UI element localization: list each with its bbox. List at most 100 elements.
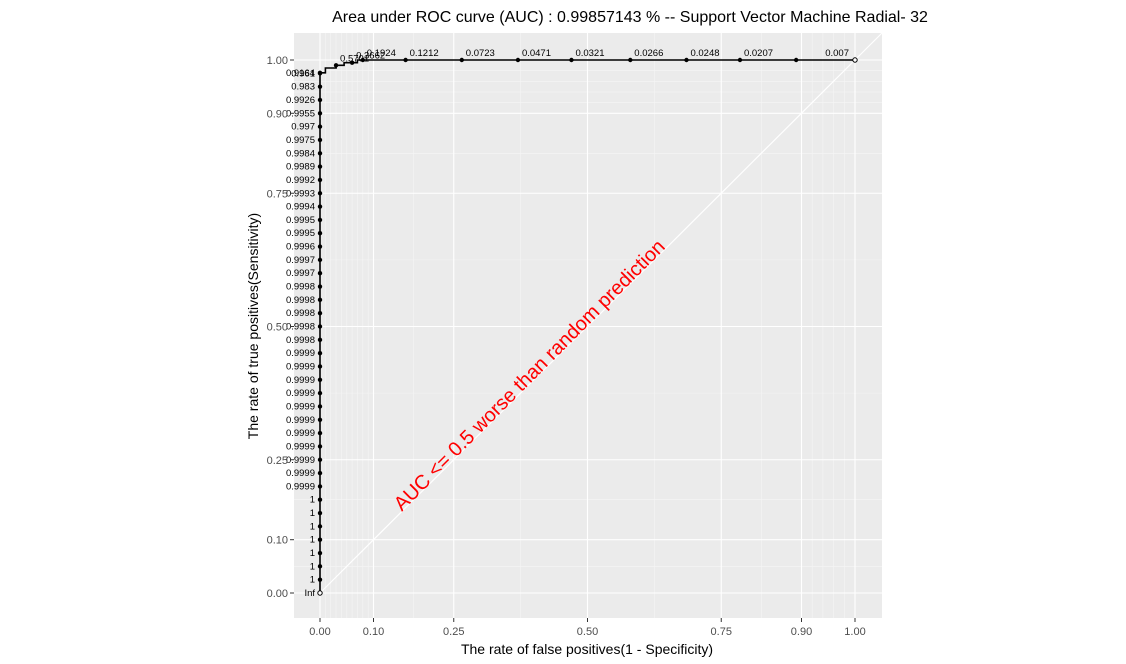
roc-point-label: 1 [310, 575, 315, 586]
chart-title: Area under ROC curve (AUC) : 0.99857143 … [332, 9, 928, 26]
roc-point-label: 0.9999 [286, 481, 315, 492]
roc-point [403, 57, 408, 63]
x-tick-label: 0.25 [443, 626, 464, 638]
roc-point-label: 0.5701 [340, 53, 369, 64]
roc-point-label: 1 [310, 508, 315, 519]
roc-point-label: 0.9997 [286, 255, 315, 266]
roc-point [317, 404, 323, 409]
roc-point [317, 377, 323, 382]
roc-point-label: 0.0207 [744, 48, 773, 59]
roc-point [515, 57, 521, 63]
roc-point-label: 0.0266 [634, 48, 663, 59]
roc-point-label: 0.9975 [286, 135, 315, 146]
x-tick-label: 0.75 [711, 626, 732, 638]
roc-point [459, 57, 464, 63]
roc-point-label: 0.0248 [690, 48, 719, 59]
roc-point [317, 137, 323, 143]
roc-point-label: 0.9998 [286, 322, 315, 333]
roc-point [317, 590, 323, 596]
roc-point [317, 550, 323, 556]
y-axis: 0.00 0.10 0.25 0.50 0.75 0.90 1.00 [267, 55, 294, 600]
roc-point-label: 0.9999 [286, 415, 315, 426]
roc-point-label: 0.9994 [286, 202, 315, 213]
roc-point [317, 204, 323, 209]
y-tick-label: 0.75 [267, 188, 288, 200]
x-tick-label: 0.10 [363, 626, 384, 638]
roc-point-label: 0.007 [825, 48, 849, 59]
roc-point [684, 57, 689, 63]
random-diagonal-line [319, 32, 883, 594]
roc-point-label: 0.9999 [286, 468, 315, 479]
roc-point [317, 191, 323, 196]
roc-point-label: 0.1924 [367, 48, 396, 59]
roc-point [317, 244, 323, 249]
y-tick-label: 0.00 [267, 588, 288, 600]
roc-point [317, 324, 323, 329]
roc-point-label: Inf [304, 588, 315, 599]
roc-point-label: 0.9999 [286, 401, 315, 412]
roc-point-label: 0.9999 [286, 375, 315, 386]
roc-point-label: 0.9993 [286, 188, 315, 199]
roc-point-label: 0.9999 [286, 348, 315, 359]
roc-point [317, 97, 323, 103]
roc-point [317, 84, 323, 89]
roc-point-label: 0.9995 [286, 228, 315, 239]
roc-point-label: 0.9984 [286, 148, 315, 159]
roc-point-label: 0.9992 [286, 175, 315, 186]
roc-point [317, 217, 323, 223]
roc-point [317, 537, 323, 542]
y-tick-label: 0.25 [267, 455, 288, 467]
roc-point-label: 0.997 [291, 122, 315, 133]
roc-point-label: 0.9998 [286, 335, 315, 346]
roc-point-label: 0.961 [291, 68, 315, 79]
roc-point [317, 417, 323, 422]
roc-point [317, 390, 323, 396]
roc-point [360, 57, 365, 63]
y-tick-label: 0.90 [267, 108, 288, 120]
roc-point-label: 0.3662 [356, 51, 385, 62]
roc-point-label: 1 [310, 561, 315, 572]
roc-point [852, 57, 858, 63]
roc-point [317, 577, 323, 582]
roc-point-label: 1 [310, 548, 315, 559]
roc-point [317, 297, 323, 303]
x-axis: 0.00 0.10 0.25 0.50 0.75 0.90 1.00 [309, 618, 866, 638]
roc-point-label: 0.9164 [286, 68, 315, 79]
roc-point [317, 510, 323, 516]
roc-point [737, 57, 743, 63]
roc-point [317, 444, 323, 449]
roc-point [317, 177, 323, 183]
roc-point-label: 0.9999 [286, 428, 315, 439]
roc-point-label: 1 [310, 535, 315, 546]
roc-point-label: 0.9999 [286, 441, 315, 452]
roc-point [317, 124, 323, 129]
roc-point [793, 57, 799, 63]
roc-point-label: 0.9999 [286, 361, 315, 372]
roc-point-label: 0.0471 [522, 48, 551, 59]
roc-point [317, 284, 323, 289]
roc-point [317, 524, 323, 529]
roc-point [628, 57, 633, 63]
x-axis-title: The rate of false positives(1 - Specific… [461, 641, 713, 657]
roc-point [317, 271, 323, 276]
roc-point [317, 257, 323, 263]
roc-point-label: 0.9999 [286, 388, 315, 399]
roc-point-label: 0.9998 [286, 308, 315, 319]
roc-point-label: 0.9999 [286, 455, 315, 466]
x-tick-label: 1.00 [844, 626, 865, 638]
roc-curve-series: Inf 1 1 1 1 1 1 1 0.9999 0.9999 0.9999 0.9999 0.9999… [286, 48, 858, 599]
roc-point-label: 0.0321 [575, 48, 604, 59]
roc-point [317, 497, 323, 502]
roc-point [317, 470, 323, 476]
roc-point [317, 430, 323, 436]
roc-point-label: 0.9998 [286, 295, 315, 306]
roc-point-label: 0.1212 [410, 48, 439, 59]
roc-point-label: 0.9995 [286, 215, 315, 226]
roc-point [317, 564, 323, 569]
roc-point [333, 63, 339, 68]
x-tick-label: 0.50 [577, 626, 598, 638]
roc-point-label: 0.9998 [286, 282, 315, 293]
roc-point [317, 364, 323, 369]
roc-point [349, 60, 355, 65]
roc-point [317, 151, 323, 156]
